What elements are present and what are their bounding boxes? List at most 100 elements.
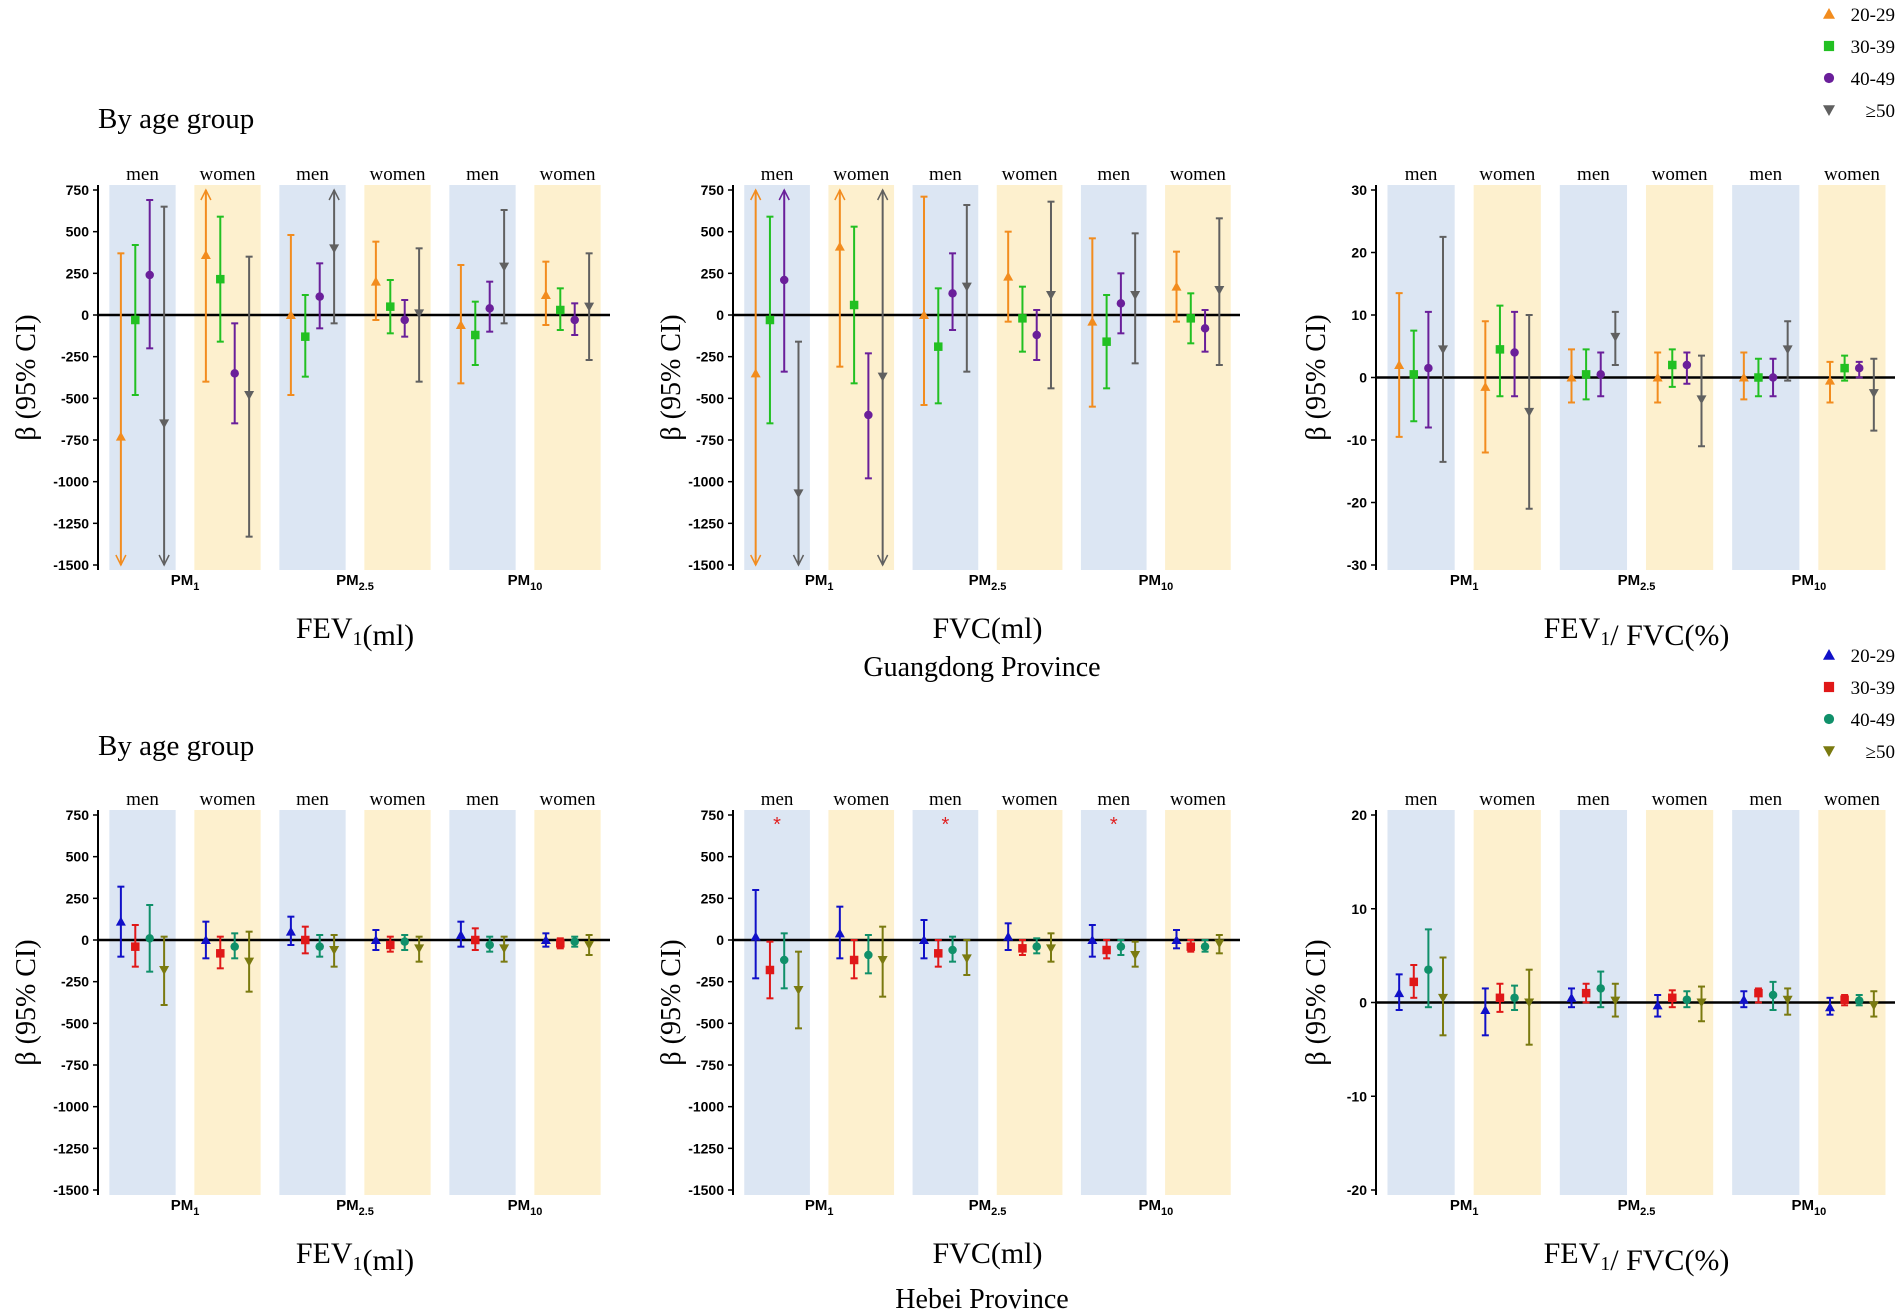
point-estimate [1782, 995, 1793, 1005]
legend-label-2: 40-49 [1851, 710, 1895, 731]
pm-label-PM10: PM10 [1138, 572, 1173, 593]
point-estimate [1424, 363, 1433, 373]
panel-guangdong-ratio: men women men women men women 30 20 10 0 -10 -20 -30… [1301, 164, 1895, 652]
clip-arrow-up [328, 188, 340, 201]
section-label-bottom: By age group [98, 730, 254, 762]
point-estimate [471, 935, 480, 945]
sex-label-men: men [466, 164, 499, 185]
point-estimate [1610, 996, 1621, 1006]
point-estimate [115, 916, 126, 926]
point-estimate [1754, 988, 1763, 998]
sex-label-men: men [929, 789, 962, 810]
y-tick-label: 30 [1351, 182, 1367, 198]
sex-label-women: women [540, 789, 596, 810]
sex-label-men: men [1405, 789, 1438, 810]
province-title-hebei: Hebei Province [895, 1284, 1068, 1313]
point-estimate [244, 957, 255, 967]
point-estimate [1102, 945, 1111, 955]
point-estimate [315, 292, 324, 301]
point-estimate [285, 926, 296, 936]
point-estimate [386, 302, 395, 311]
band-women [534, 810, 601, 1195]
y-tick-label: 20 [1351, 807, 1367, 823]
point-estimate [131, 942, 140, 951]
point-estimate [1696, 395, 1707, 405]
point-estimate [386, 940, 395, 950]
clip-arrow-down [158, 554, 170, 567]
point-estimate [1696, 998, 1707, 1008]
band-women [534, 185, 601, 570]
point-estimate [849, 300, 859, 310]
y-tick-label: 10 [1351, 307, 1367, 323]
y-axis-label: β (95% CI) [1301, 939, 1332, 1065]
pm-label-PM1: PM1 [1450, 572, 1479, 593]
band-women [364, 185, 431, 570]
point-estimate [400, 937, 409, 946]
sex-label-men: men [466, 789, 499, 810]
y-tick-label: -250 [696, 974, 724, 990]
y-tick-label: -10 [1347, 432, 1367, 448]
point-estimate [1102, 337, 1111, 346]
sex-label-men: men [126, 164, 159, 185]
legend-label-2: 40-49 [1851, 69, 1895, 90]
point-estimate [540, 290, 551, 299]
pm-label-PM1: PM1 [805, 572, 834, 593]
point-estimate [750, 931, 761, 941]
point-estimate [485, 940, 494, 950]
band-women [194, 185, 261, 570]
point-estimate [370, 935, 381, 944]
band-men [1080, 185, 1147, 570]
band-men [912, 185, 979, 570]
point-estimate [244, 391, 255, 400]
point-estimate [1652, 1000, 1663, 1010]
y-tick-label: -500 [696, 390, 724, 406]
pm-label-PM1: PM1 [1450, 1197, 1479, 1218]
y-tick-label: -750 [61, 432, 89, 448]
legend-guangdong: 20-29 30-39 40-49 ≥50 [1823, 5, 1895, 122]
y-tick-label: -1250 [53, 1140, 89, 1156]
point-estimate [934, 949, 943, 958]
y-tick-label: 500 [701, 224, 725, 240]
point-estimate [570, 315, 579, 325]
sex-label-women: women [370, 789, 426, 810]
legend-label-0: 20-29 [1851, 646, 1895, 667]
y-axis-label: β (95% CI) [11, 939, 42, 1065]
sex-label-men: men [126, 789, 159, 810]
band-women [194, 810, 261, 1195]
sex-label-men: men [761, 789, 794, 810]
point-estimate [400, 315, 409, 325]
point-estimate [1032, 942, 1041, 951]
point-estimate [1018, 944, 1027, 953]
sex-label-women: women [1652, 164, 1708, 185]
sex-label-men: men [1577, 164, 1610, 185]
band-men [109, 810, 176, 1195]
point-estimate [455, 320, 466, 329]
y-axis-label: β (95% CI) [11, 314, 42, 440]
point-estimate [1854, 996, 1864, 1005]
sex-label-men: men [1097, 164, 1130, 185]
legend-label-3: ≥50 [1866, 101, 1895, 122]
point-estimate [1524, 998, 1535, 1008]
point-estimate [1868, 1001, 1879, 1011]
legend-label-1: 30-39 [1851, 37, 1895, 58]
legend-marker-0 [1823, 649, 1835, 660]
band-men [279, 185, 346, 570]
pm-label-PM10: PM10 [508, 572, 543, 593]
band-women [828, 810, 895, 1195]
point-estimate [570, 937, 579, 946]
pm-label-PM25: PM2.5 [969, 572, 1007, 593]
point-estimate [499, 262, 510, 272]
y-tick-label: 750 [66, 182, 90, 198]
point-estimate [485, 304, 494, 313]
point-estimate [948, 289, 957, 298]
point-estimate [1668, 360, 1677, 370]
point-estimate [145, 934, 154, 943]
pm-label-PM25: PM2.5 [336, 572, 374, 593]
point-estimate [1782, 345, 1793, 355]
pm-label-PM25: PM2.5 [1618, 1197, 1656, 1218]
sex-label-women: women [1170, 164, 1226, 185]
point-estimate [1566, 992, 1577, 1002]
point-estimate [1200, 324, 1210, 333]
point-estimate [159, 419, 170, 429]
legend-marker-2 [1823, 72, 1835, 84]
